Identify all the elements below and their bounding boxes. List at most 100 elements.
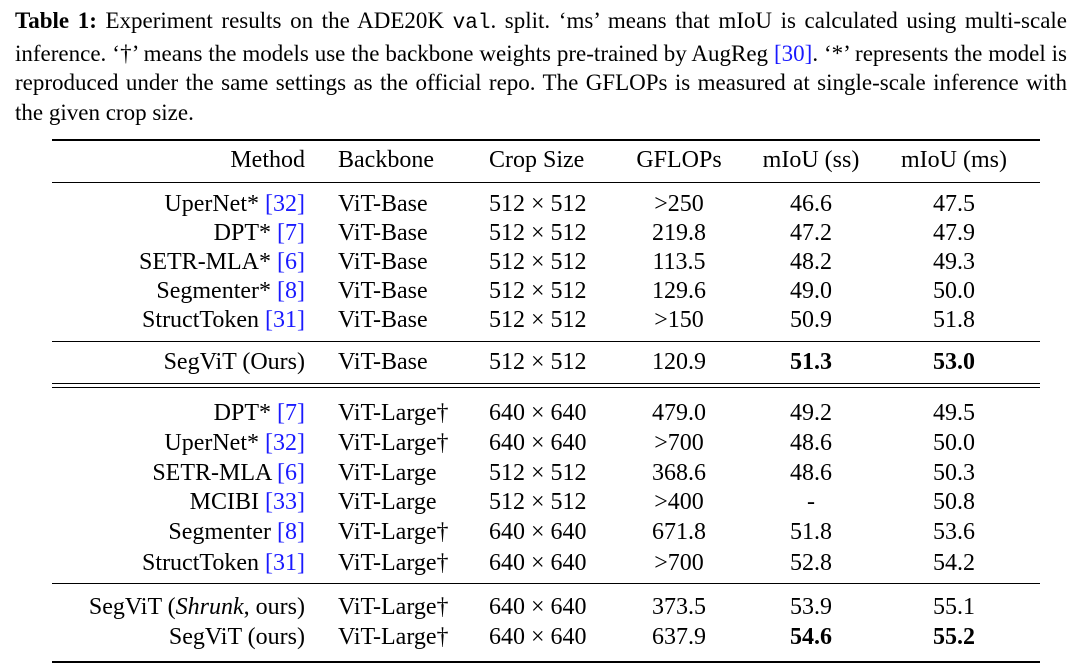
miou-ms-cell: 50.8 [933, 489, 975, 515]
miou-ms-cell: 55.2 [933, 624, 975, 650]
miou-ms-cell: 50.0 [933, 278, 975, 304]
citation-link[interactable]: [32] [265, 191, 305, 217]
citation-link[interactable]: [33] [265, 489, 305, 515]
gflops-cell: 129.6 [652, 278, 706, 304]
method-cell: MCIBI [33] [190, 487, 305, 517]
group-rule [52, 583, 1040, 584]
citation-link[interactable]: [31] [265, 307, 305, 333]
miou-ss-cell: 51.3 [790, 349, 832, 375]
backbone-cell: ViT-Large† [338, 398, 449, 428]
gflops-cell: 219.8 [652, 220, 706, 246]
caption-label: Table 1: [15, 8, 97, 33]
method-name: SegViT (Ours) [163, 349, 305, 375]
method-name: StructToken [142, 307, 260, 333]
gflops-cell: 368.6 [652, 460, 706, 486]
crop-size-cell: 512 × 512 [489, 307, 587, 333]
method-cell: SegViT (Ours) [164, 347, 305, 377]
header-backbone: Backbone [338, 147, 434, 173]
backbone-cell: ViT-Large [338, 487, 437, 517]
backbone-cell: ViT-Large† [338, 592, 449, 622]
backbone-cell: ViT-Base [338, 189, 428, 219]
method-name: SegViT ( [88, 594, 176, 620]
backbone-cell: ViT-Base [338, 347, 428, 377]
miou-ss-cell: 48.2 [790, 249, 832, 275]
method-name: StructToken [142, 550, 260, 576]
miou-ss-cell: 52.8 [790, 550, 832, 576]
citation-link[interactable]: [7] [277, 400, 305, 426]
caption-ref[interactable]: [30] [773, 40, 813, 66]
method-name: SETR-MLA* [139, 249, 272, 275]
crop-size-cell: 640 × 640 [489, 430, 587, 456]
header-crop-size: Crop Size [489, 147, 585, 173]
method-name: UperNet* [164, 191, 260, 217]
method-cell: DPT* [7] [214, 218, 305, 248]
method-italic: Shrunk [175, 594, 244, 620]
miou-ss-cell: 47.2 [790, 220, 832, 246]
backbone-name: ViT-Large [338, 489, 437, 515]
header-miou-ms: mIoU (ms) [901, 147, 1007, 173]
method-name: Segmenter* [156, 278, 272, 304]
gflops-cell: 373.5 [652, 594, 706, 620]
table-caption: Table 1: Experiment results on the ADE20… [15, 6, 1067, 127]
citation-link[interactable]: [31] [265, 550, 305, 576]
method-cell: SETR-MLA* [6] [139, 247, 305, 277]
dagger-mark: † [436, 519, 449, 545]
header-gflops: GFLOPs [636, 147, 722, 173]
miou-ss-cell: 53.9 [790, 594, 832, 620]
backbone-name: ViT-Large [338, 400, 437, 426]
backbone-name: ViT-Large [338, 594, 437, 620]
crop-size-cell: 512 × 512 [489, 191, 587, 217]
backbone-name: ViT-Base [338, 220, 428, 246]
crop-size-cell: 640 × 640 [489, 519, 587, 545]
backbone-name: ViT-Base [338, 349, 428, 375]
method-cell: UperNet* [32] [164, 189, 305, 219]
miou-ms-cell: 47.5 [933, 191, 975, 217]
backbone-cell: ViT-Base [338, 218, 428, 248]
method-name: SegViT (ours) [168, 624, 305, 650]
backbone-cell: ViT-Large† [338, 517, 449, 547]
citation-link[interactable]: [8] [277, 519, 305, 545]
method-cell: SegViT (Shrunk, ours) [89, 592, 305, 622]
miou-ms-cell: 51.8 [933, 307, 975, 333]
citation-link[interactable]: [8] [277, 278, 305, 304]
miou-ss-cell: 49.0 [790, 278, 832, 304]
crop-size-cell: 512 × 512 [489, 278, 587, 304]
gflops-cell: 120.9 [652, 349, 706, 375]
gflops-cell: >400 [654, 489, 704, 515]
dagger-mark: † [436, 400, 449, 426]
double-rule-bottom [52, 387, 1040, 388]
citation-link[interactable]: [6] [277, 249, 305, 275]
backbone-name: ViT-Base [338, 307, 428, 333]
backbone-name: ViT-Large [338, 519, 437, 545]
miou-ms-cell: 49.3 [933, 249, 975, 275]
gflops-cell: 479.0 [652, 400, 706, 426]
method-cell: StructToken [31] [142, 305, 305, 335]
gflops-cell: 637.9 [652, 624, 706, 650]
miou-ms-cell: 53.6 [933, 519, 975, 545]
crop-size-cell: 512 × 512 [489, 460, 587, 486]
citation-link[interactable]: [6] [277, 460, 305, 486]
method-name: MCIBI [189, 489, 260, 515]
caption-code: val [452, 12, 491, 35]
group-rule [52, 341, 1040, 342]
header-rule [52, 182, 1040, 183]
miou-ss-cell: 50.9 [790, 307, 832, 333]
method-cell: DPT* [7] [214, 398, 305, 428]
caption-text-3: . ‘*’ represents the model is reproduced… [15, 40, 1068, 125]
citation-link[interactable]: [32] [265, 430, 305, 456]
crop-size-cell: 512 × 512 [489, 489, 587, 515]
crop-size-cell: 640 × 640 [489, 400, 587, 426]
gflops-cell: >150 [654, 307, 704, 333]
backbone-cell: ViT-Large† [338, 548, 449, 578]
citation-link[interactable]: [7] [277, 220, 305, 246]
miou-ms-cell: 53.0 [933, 349, 975, 375]
backbone-name: ViT-Large [338, 624, 437, 650]
method-name: Segmenter [168, 519, 272, 545]
backbone-name: ViT-Base [338, 278, 428, 304]
top-rule [52, 139, 1040, 141]
backbone-name: ViT-Base [338, 191, 428, 217]
gflops-cell: >700 [654, 550, 704, 576]
caption-text-1: Experiment results on the ADE20K [96, 8, 453, 33]
backbone-name: ViT-Base [338, 249, 428, 275]
method-name: DPT* [213, 220, 272, 246]
